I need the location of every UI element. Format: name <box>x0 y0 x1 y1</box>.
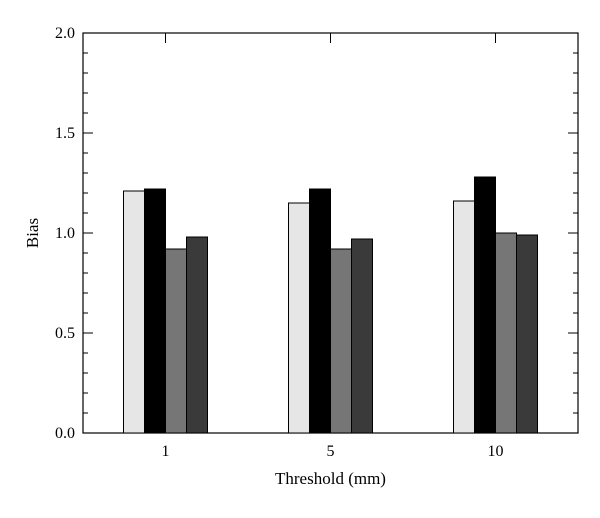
y-tick-label: 2.0 <box>55 25 75 42</box>
y-tick-label: 0.0 <box>55 425 75 442</box>
bar <box>351 238 373 434</box>
bar <box>165 248 187 434</box>
bar <box>453 200 475 434</box>
x-axis-label: Threshold (mm) <box>275 469 386 488</box>
x-tick-label: 10 <box>488 443 504 460</box>
bar <box>288 202 310 434</box>
y-tick-label: 1.0 <box>55 225 75 242</box>
x-tick-label: 1 <box>162 443 170 460</box>
bar <box>495 232 517 434</box>
bar <box>516 234 538 434</box>
bar <box>309 188 331 434</box>
bar <box>186 236 208 434</box>
y-tick-label: 0.5 <box>55 325 75 342</box>
y-tick-label: 1.5 <box>55 125 75 142</box>
x-tick-label: 5 <box>327 443 335 460</box>
bar <box>144 188 166 434</box>
y-axis: 0.0 0.5 1.0 1.5 2.0 <box>55 25 578 442</box>
bars <box>123 176 538 434</box>
y-axis-label: Bias <box>23 218 42 248</box>
bar <box>474 176 496 434</box>
bar <box>330 248 352 434</box>
bar <box>123 190 145 434</box>
